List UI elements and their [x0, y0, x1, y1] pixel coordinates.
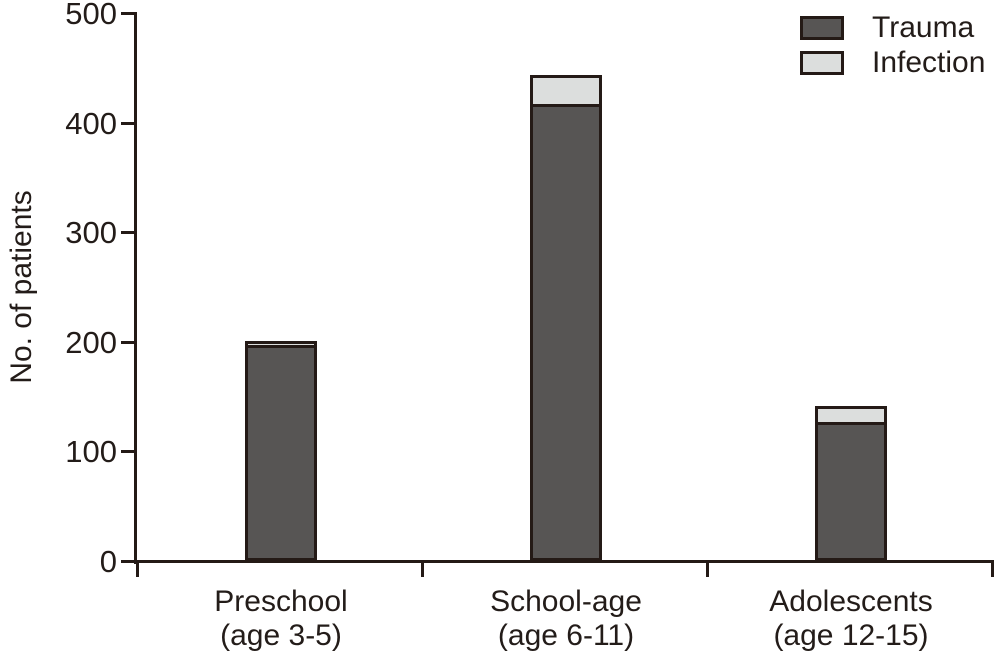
- x-category-label-line2: (age 3-5): [220, 619, 342, 652]
- x-category-label-line2: (age 6-11): [497, 619, 635, 652]
- x-category-label: Adolescents (age 12-15): [721, 585, 981, 653]
- x-tick: [420, 561, 424, 577]
- x-category-label-line1: Adolescents: [769, 585, 933, 618]
- legend-label-infection: Infection: [872, 45, 986, 79]
- y-tick: [120, 231, 136, 234]
- y-tick-label: 0: [99, 543, 117, 579]
- y-tick-label: 500: [65, 0, 117, 31]
- legend-label-trauma: Trauma: [872, 10, 975, 44]
- legend: Trauma Infection: [800, 10, 985, 80]
- bar-segment-trauma-0: [245, 345, 317, 561]
- bar-segment-trauma-2: [815, 421, 887, 561]
- bar-segment-trauma-1: [530, 104, 602, 561]
- legend-item-trauma: Trauma: [800, 10, 985, 45]
- x-axis-line: [134, 559, 994, 563]
- legend-swatch-trauma: [800, 15, 844, 40]
- x-category-label-line1: School-age: [490, 585, 642, 618]
- y-tick-label: 100: [65, 434, 117, 469]
- y-tick: [120, 121, 136, 125]
- y-tick-label: 300: [65, 215, 117, 250]
- legend-swatch-infection: [800, 50, 844, 75]
- y-tick: [120, 12, 136, 15]
- x-category-label-line2: (age 12-15): [773, 619, 929, 652]
- y-tick: [120, 450, 136, 453]
- x-tick: [990, 561, 994, 577]
- x-tick: [705, 561, 709, 577]
- x-category-label-line1: Preschool: [214, 585, 348, 618]
- y-tick: [120, 559, 136, 563]
- x-tick: [135, 561, 139, 577]
- y-axis-line: [134, 12, 137, 564]
- legend-item-infection: Infection: [800, 45, 985, 80]
- x-category-label: Preschool (age 3-5): [151, 585, 411, 653]
- y-tick-label: 400: [65, 105, 117, 141]
- y-tick: [120, 340, 136, 344]
- y-tick-label: 200: [65, 324, 117, 360]
- x-category-label: School-age (age 6-11): [436, 585, 696, 653]
